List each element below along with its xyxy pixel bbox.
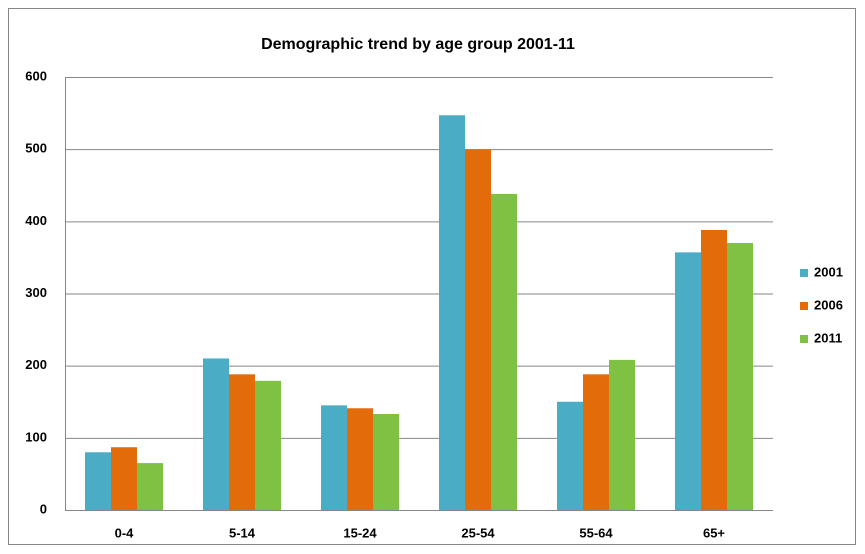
y-tick-label: 200 xyxy=(25,357,47,372)
legend-swatch xyxy=(800,335,808,343)
bar xyxy=(557,401,583,510)
x-tick-label: 55-64 xyxy=(579,525,613,540)
legend-swatch xyxy=(800,269,808,277)
bar xyxy=(701,229,727,510)
legend-label: 2001 xyxy=(814,264,843,279)
x-tick-label: 65+ xyxy=(703,525,725,540)
bar xyxy=(85,452,111,510)
y-tick-label: 0 xyxy=(40,501,47,516)
bar xyxy=(203,358,229,510)
legend-label: 2011 xyxy=(814,330,842,345)
bar xyxy=(491,193,517,510)
bar xyxy=(675,252,701,511)
bar xyxy=(229,374,255,510)
bar xyxy=(439,115,465,510)
y-tick-label: 400 xyxy=(25,213,47,228)
bar xyxy=(465,149,491,510)
x-tick-label: 15-24 xyxy=(343,525,377,540)
legend-label: 2006 xyxy=(814,297,843,312)
y-tick-label: 300 xyxy=(25,285,47,300)
bar xyxy=(137,463,163,510)
chart-title: Demographic trend by age group 2001-11 xyxy=(261,36,575,53)
y-tick-label: 100 xyxy=(25,429,47,444)
bar xyxy=(255,380,281,510)
x-tick-label: 5-14 xyxy=(229,525,256,540)
bar xyxy=(321,405,347,510)
y-tick-label: 600 xyxy=(25,68,47,83)
y-tick-label: 500 xyxy=(25,141,47,156)
bar xyxy=(111,447,137,510)
bar xyxy=(609,359,635,510)
x-tick-label: 0-4 xyxy=(115,525,135,540)
x-tick-label: 25-54 xyxy=(461,525,495,540)
bar xyxy=(347,408,373,510)
bar xyxy=(583,374,609,510)
bar xyxy=(373,414,399,510)
bar xyxy=(727,242,753,510)
legend-swatch xyxy=(800,302,808,310)
